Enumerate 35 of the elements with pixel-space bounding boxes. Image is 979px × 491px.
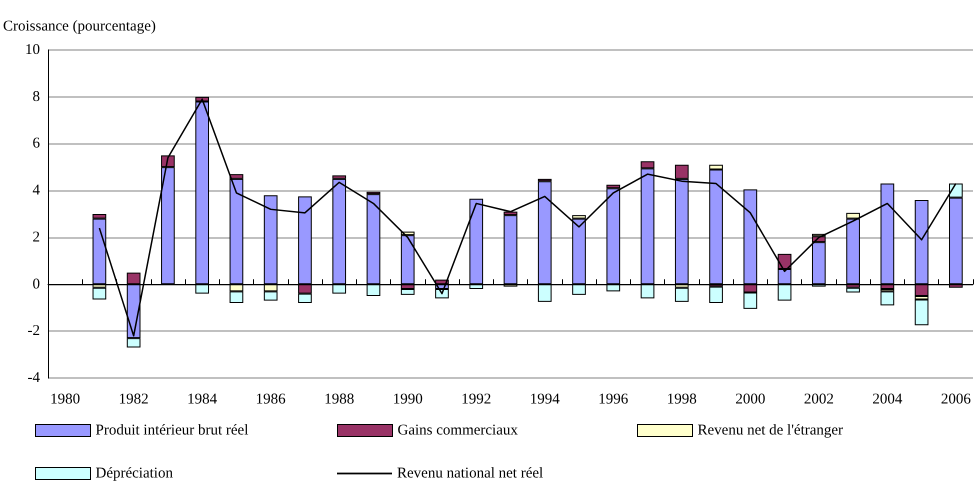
y-tick-label: 6 (32, 136, 40, 152)
bar (914, 300, 928, 326)
y-tick-label: 2 (32, 229, 40, 246)
x-tick-label: 2000 (735, 392, 766, 408)
x-tick-label: 2006 (940, 392, 972, 408)
bar (92, 288, 106, 300)
y-tick-label: 10 (25, 42, 40, 58)
y-axis-title: Croissance (pourcentage) (3, 18, 156, 34)
x-tick-label: 1990 (392, 392, 423, 408)
y-tick-label: 0 (32, 276, 40, 292)
legend-label: Revenu net de l'étranger (698, 422, 844, 438)
bar (880, 291, 894, 306)
x-tick-label: 2002 (804, 392, 834, 408)
legend-label: Produit intérieur brut réel (96, 422, 248, 438)
y-tick-label: -2 (28, 323, 40, 340)
x-tick-label: 2004 (872, 392, 903, 408)
y-tick-label: -4 (28, 370, 40, 386)
y-tick-label: 8 (32, 88, 40, 105)
x-tick-label: 1982 (118, 392, 149, 408)
legend-label: Dépréciation (96, 466, 174, 482)
bar (846, 288, 860, 292)
x-tick-label: 1996 (598, 392, 629, 408)
x-tick-label: 1986 (256, 392, 286, 408)
x-tick-label: 1980 (50, 392, 80, 408)
x-tick-label: 1992 (461, 392, 492, 408)
x-tick-label: 1998 (666, 392, 697, 408)
x-tick-label: 1994 (530, 392, 560, 408)
legend-label: Revenu national net réel (397, 466, 544, 482)
y-tick-label: 4 (32, 182, 40, 199)
bar (709, 286, 723, 304)
bar (400, 288, 415, 295)
x-tick-label: 1988 (324, 392, 354, 408)
legend-label: Gains commerciaux (398, 422, 518, 438)
x-tick-label: 1984 (187, 392, 218, 408)
bar (674, 288, 689, 302)
